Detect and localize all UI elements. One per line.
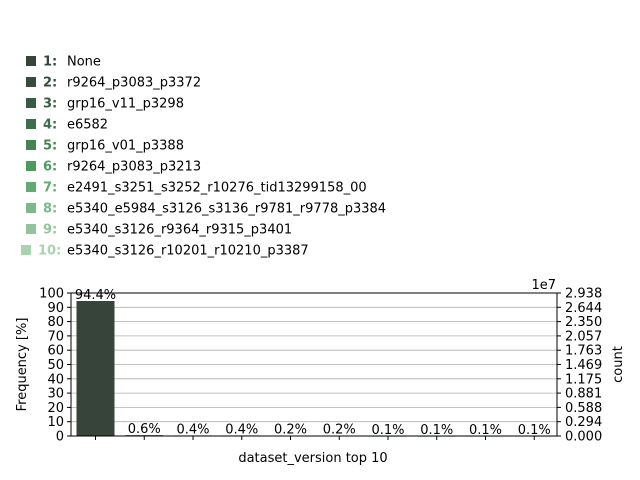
bar-labels: 94.4% 0.6% 0.4% 0.4% 0.2% 0.2% 0.1% 0.1% 0.1% 0.1…: [75, 288, 551, 438]
right-tick-label: 0.000: [565, 430, 602, 445]
right-tick-label: 0.881: [565, 387, 602, 402]
right-tick-label: 2.938: [565, 287, 602, 302]
bar-label-1: 94.4%: [75, 288, 116, 303]
y-axis-label-right: count: [611, 346, 626, 383]
y-tick-label: 90: [47, 301, 64, 316]
legend-swatch-2: [26, 77, 36, 87]
y-tick-label: 80: [47, 315, 64, 330]
y-tick-label: 40: [47, 372, 64, 387]
legend-label-6: r9264_p3083_p3213: [67, 160, 201, 175]
right-axis: 0.0000.2940.5880.8811.1751.4691.7632.057…: [557, 287, 602, 445]
legend-label-5: grp16_v01_p3388: [67, 139, 184, 154]
legend-number-6: 6:: [43, 160, 57, 175]
y-tick-label: 60: [47, 344, 64, 359]
y-tick-label: 30: [47, 387, 64, 402]
legend-swatch-10: [21, 245, 31, 255]
legend-swatch-4: [26, 119, 36, 129]
right-tick-label: 0.588: [565, 401, 602, 416]
legend-label-4: e6582: [67, 118, 108, 133]
y-tick-label: 10: [47, 415, 64, 430]
legend-number-8: 8:: [43, 202, 57, 217]
legend-number-5: 5:: [43, 139, 57, 154]
legend-number-3: 3:: [43, 97, 57, 112]
grid-lines: [71, 292, 557, 437]
bar-label-7: 0.1%: [371, 423, 404, 438]
y-tick-label: 20: [47, 401, 64, 416]
y-tick-label: 100: [39, 287, 64, 302]
bar-label-6: 0.2%: [323, 423, 356, 438]
legend-number-1: 1:: [43, 55, 57, 70]
right-tick-label: 0.294: [565, 415, 602, 430]
legend-label-9: e5340_s3126_r9364_r9315_p3401: [67, 223, 292, 238]
legend-number-4: 4:: [43, 118, 57, 133]
bar-label-10: 0.1%: [518, 423, 551, 438]
x-axis-label: dataset_version top 10: [238, 451, 387, 466]
legend-label-10: e5340_s3126_r10201_r10210_p3387: [67, 244, 309, 259]
right-tick-label: 1.175: [565, 372, 602, 387]
legend-number-7: 7:: [43, 181, 57, 196]
bar-label-3: 0.4%: [176, 422, 209, 437]
right-tick-label: 2.350: [565, 315, 602, 330]
right-tick-label: 1.763: [565, 344, 602, 359]
bar-1: [76, 301, 115, 436]
legend-label-2: r9264_p3083_p3372: [67, 76, 201, 91]
y-tick-label: 0: [56, 430, 64, 445]
y-tick-label: 70: [47, 329, 64, 344]
bar-label-9: 0.1%: [469, 423, 502, 438]
legend-label-7: e2491_s3251_s3252_r10276_tid13299158_00: [67, 181, 367, 196]
right-axis-multiplier: 1e7: [531, 278, 556, 293]
right-tick-label: 2.057: [565, 329, 602, 344]
legend-number-2: 2:: [43, 76, 57, 91]
bar-label-4: 0.4%: [225, 422, 258, 437]
right-tick-label: 1.469: [565, 358, 602, 373]
legend-label-1: None: [67, 55, 101, 70]
legend-swatch-1: [26, 56, 36, 66]
bars: [76, 301, 554, 437]
bar-label-2: 0.6%: [128, 422, 161, 437]
right-tick-label: 2.644: [565, 301, 602, 316]
y-axis-label: Frequency [%]: [15, 318, 30, 412]
legend: 1: None 2: r9264_p3083_p3372 3: grp16_v11_p32…: [21, 55, 386, 259]
bar-label-5: 0.2%: [274, 423, 307, 438]
legend-swatch-9: [26, 224, 36, 234]
y-tick-label: 50: [47, 358, 64, 373]
legend-number-9: 9:: [43, 223, 57, 238]
legend-swatch-3: [26, 98, 36, 108]
bar-label-8: 0.1%: [420, 423, 453, 438]
legend-swatch-6: [26, 161, 36, 171]
legend-swatch-5: [26, 140, 36, 150]
legend-label-8: e5340_e5984_s3126_s3136_r9781_r9778_p338…: [67, 202, 386, 217]
x-ticks: [95, 436, 535, 440]
legend-swatch-8: [26, 203, 36, 213]
legend-number-10: 10:: [38, 244, 61, 259]
legend-label-3: grp16_v11_p3298: [67, 97, 184, 112]
legend-swatch-7: [26, 182, 36, 192]
